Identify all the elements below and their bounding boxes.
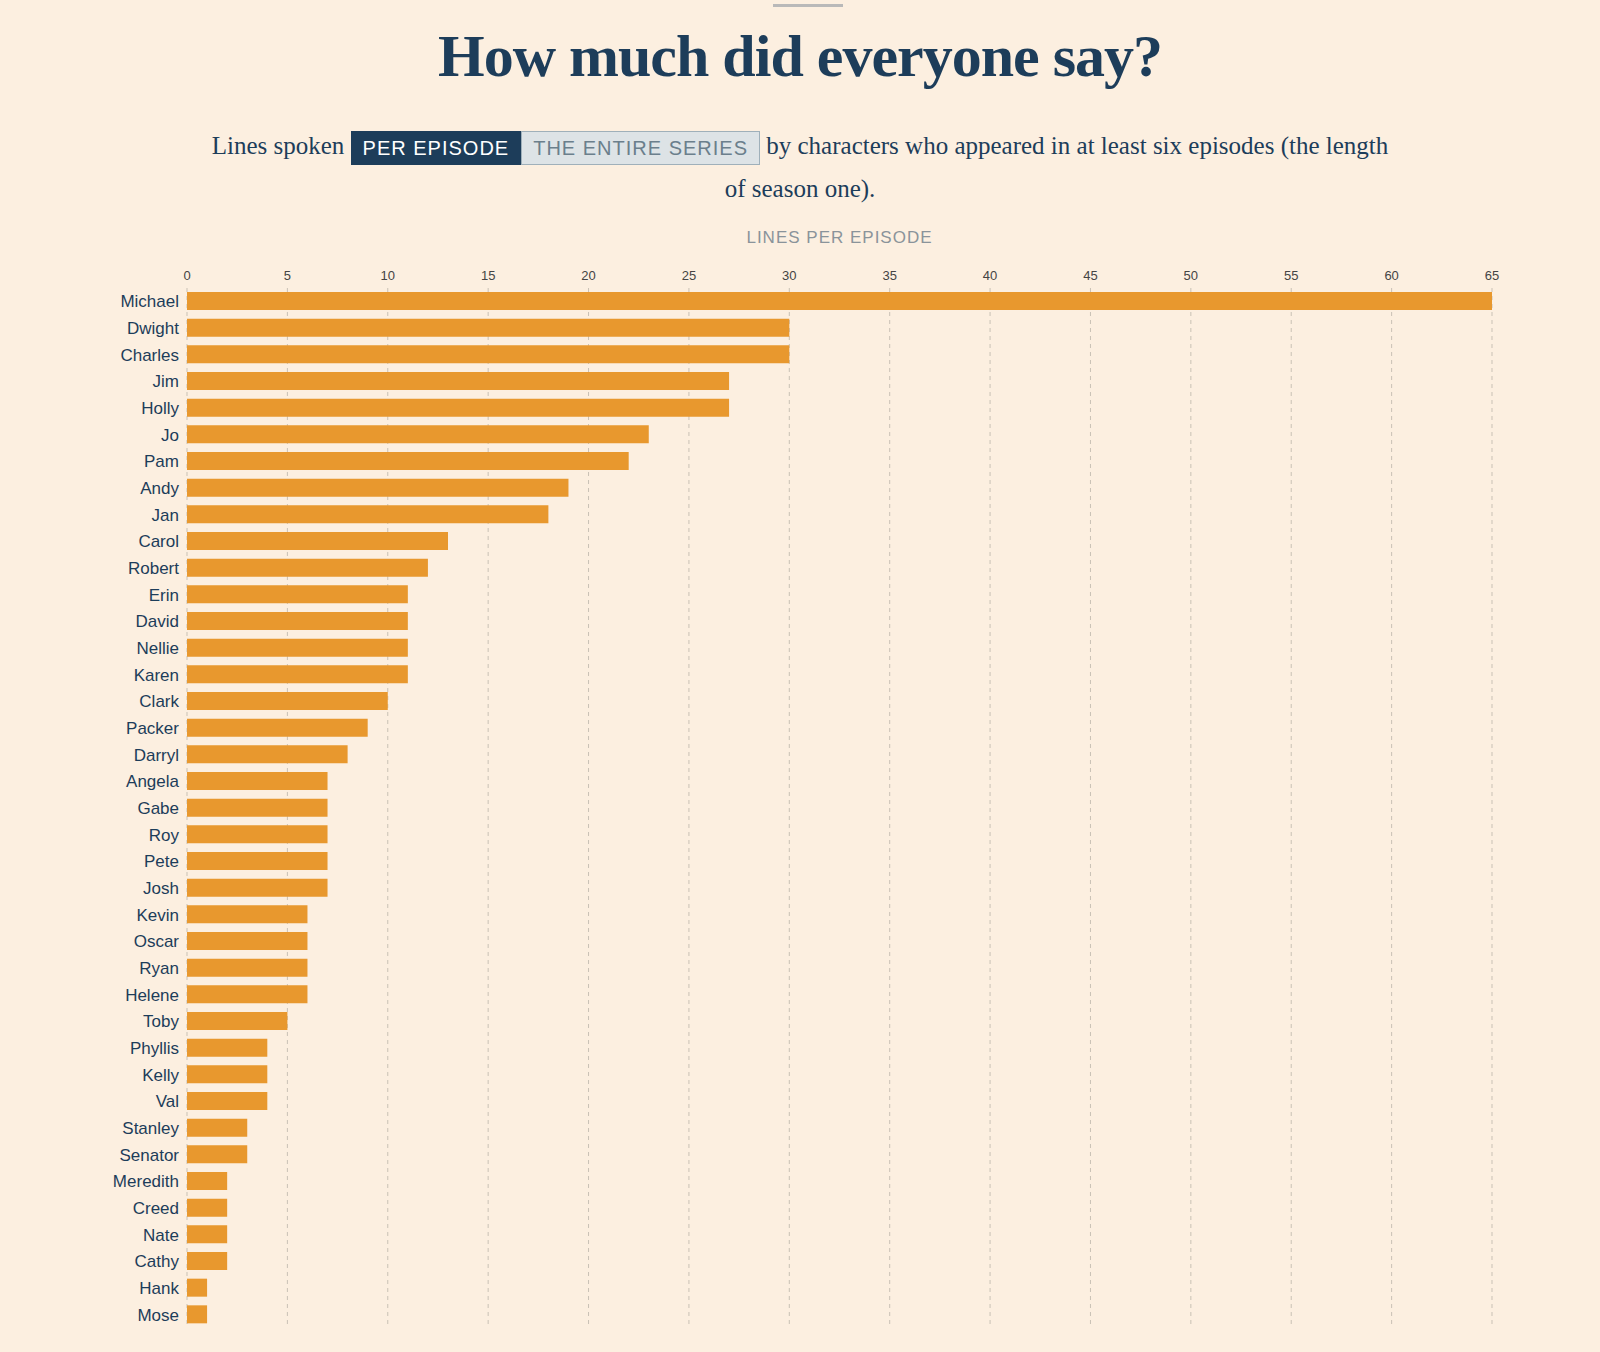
svg-text:Helene: Helene — [125, 986, 179, 1005]
svg-text:50: 50 — [1184, 268, 1198, 283]
svg-text:Gabe: Gabe — [137, 799, 179, 818]
svg-text:Jim: Jim — [153, 372, 179, 391]
svg-text:Stanley: Stanley — [122, 1119, 179, 1138]
svg-text:Jo: Jo — [161, 426, 179, 445]
svg-text:Pete: Pete — [144, 852, 179, 871]
svg-text:Josh: Josh — [143, 879, 179, 898]
svg-text:Erin: Erin — [149, 586, 179, 605]
svg-text:Robert: Robert — [128, 559, 179, 578]
svg-text:Packer: Packer — [126, 719, 179, 738]
svg-text:65: 65 — [1485, 268, 1499, 283]
svg-text:Val: Val — [156, 1092, 179, 1111]
svg-text:60: 60 — [1384, 268, 1398, 283]
svg-text:Clark: Clark — [139, 692, 179, 711]
svg-text:Phyllis: Phyllis — [130, 1039, 179, 1058]
svg-text:Jan: Jan — [152, 506, 179, 525]
svg-text:Nellie: Nellie — [136, 639, 179, 658]
svg-text:45: 45 — [1083, 268, 1097, 283]
svg-text:Angela: Angela — [126, 772, 179, 791]
svg-text:Dwight: Dwight — [127, 319, 179, 338]
svg-text:Hank: Hank — [139, 1279, 179, 1298]
svg-text:Meredith: Meredith — [113, 1172, 179, 1191]
html-text:How much did everyone say?: How much did everyone say? — [438, 23, 1162, 89]
svg-text:Karen: Karen — [134, 666, 179, 685]
svg-text:Nate: Nate — [143, 1226, 179, 1245]
svg-text:Michael: Michael — [120, 292, 179, 311]
html-text:LINES PER EPISODE: LINES PER EPISODE — [746, 228, 933, 247]
html-text:Lines spoken: Lines spoken — [211, 132, 345, 159]
html-text:PER EPISODE: PER EPISODE — [362, 137, 510, 160]
svg-text:Andy: Andy — [140, 479, 179, 498]
svg-text:0: 0 — [183, 268, 190, 283]
svg-text:30: 30 — [782, 268, 796, 283]
svg-text:40: 40 — [983, 268, 997, 283]
svg-text:Darryl: Darryl — [134, 746, 179, 765]
svg-text:Mose: Mose — [137, 1306, 179, 1325]
svg-text:20: 20 — [581, 268, 595, 283]
svg-text:Creed: Creed — [133, 1199, 179, 1218]
svg-text:Carol: Carol — [138, 532, 179, 551]
svg-text:Holly: Holly — [141, 399, 179, 418]
svg-text:10: 10 — [381, 268, 395, 283]
svg-text:5: 5 — [284, 268, 291, 283]
svg-text:Cathy: Cathy — [135, 1252, 180, 1271]
svg-text:Oscar: Oscar — [134, 932, 180, 951]
html-text:THE ENTIRE SERIES: THE ENTIRE SERIES — [533, 137, 748, 160]
svg-text:Roy: Roy — [149, 826, 180, 845]
svg-text:Senator: Senator — [119, 1146, 179, 1165]
svg-text:David: David — [136, 612, 179, 631]
html-text:by characters who appeared in: by characters who appeared in at least s… — [724, 132, 1389, 202]
svg-text:Ryan: Ryan — [139, 959, 179, 978]
svg-text:15: 15 — [481, 268, 495, 283]
svg-text:Pam: Pam — [144, 452, 179, 471]
svg-text:Kelly: Kelly — [142, 1066, 179, 1085]
svg-text:Toby: Toby — [143, 1012, 179, 1031]
svg-text:Charles: Charles — [120, 346, 179, 365]
svg-text:35: 35 — [882, 268, 896, 283]
svg-text:Kevin: Kevin — [136, 906, 179, 925]
svg-text:25: 25 — [682, 268, 696, 283]
svg-text:55: 55 — [1284, 268, 1298, 283]
